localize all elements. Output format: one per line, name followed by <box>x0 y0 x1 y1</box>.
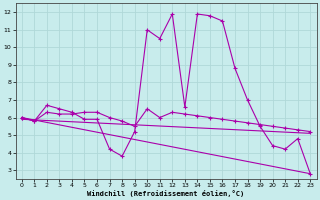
X-axis label: Windchill (Refroidissement éolien,°C): Windchill (Refroidissement éolien,°C) <box>87 190 245 197</box>
